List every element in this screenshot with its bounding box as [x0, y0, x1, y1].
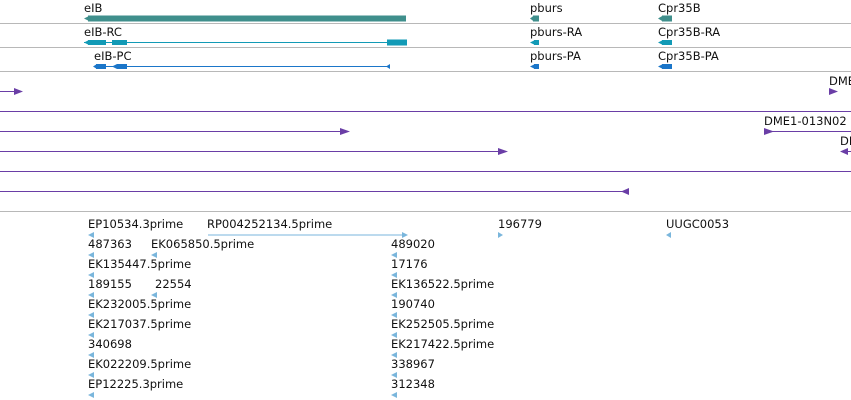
track-separator: [0, 47, 851, 48]
est-label-190740[interactable]: 190740: [391, 297, 435, 311]
aligned-label-dme-right[interactable]: DI: [840, 134, 851, 148]
transcript-cpr35b-pa-glyph[interactable]: [658, 64, 672, 69]
est-label-189155[interactable]: 189155: [88, 277, 132, 291]
est-label-ek217422[interactable]: EK217422.5prime: [391, 337, 495, 351]
est-ek136522-glyph: [391, 292, 397, 298]
aligned-row-6[interactable]: [0, 188, 629, 195]
est-label-489020[interactable]: 489020: [391, 237, 435, 251]
gene-label-pburs[interactable]: pburs: [530, 1, 563, 15]
gene-pburs-glyph[interactable]: [530, 15, 539, 22]
transcript-pburs-ra-glyph[interactable]: [530, 40, 539, 45]
transcript-label-cpr35b-ra[interactable]: Cpr35B-RA: [658, 25, 721, 39]
est-label-22554[interactable]: 22554: [155, 277, 192, 291]
aligned-row-3[interactable]: [0, 128, 350, 135]
est-ek217037-glyph: [88, 332, 94, 338]
est-label-rp004252134[interactable]: RP004252134.5prime: [207, 217, 333, 231]
est-label-ek022209[interactable]: EK022209.5prime: [88, 357, 192, 371]
est-label-uugc0053[interactable]: UUGC0053: [666, 217, 730, 231]
est-ek217422-glyph: [391, 352, 397, 358]
aligned-dme-top-glyph[interactable]: [829, 88, 838, 95]
aligned-label-dme1[interactable]: DME1-013N02: [764, 114, 847, 128]
transcript-label-eib-pc[interactable]: eIB-PC: [94, 49, 132, 63]
aligned-dme1-glyph[interactable]: [764, 128, 851, 135]
gene-eib-glyph[interactable]: [84, 15, 406, 22]
est-label-487363[interactable]: 487363: [88, 237, 132, 251]
track-separator: [0, 71, 851, 72]
est-uugc0053-glyph: [666, 232, 671, 238]
est-label-ek217037[interactable]: EK217037.5prime: [88, 317, 192, 331]
track-separator: [0, 23, 851, 24]
est-196779-glyph: [498, 232, 503, 238]
est-label-ek232005[interactable]: EK232005.5prime: [88, 297, 192, 311]
track-separator: [0, 211, 851, 212]
transcript-pburs-pa-glyph[interactable]: [530, 64, 539, 69]
est-label-338967[interactable]: 338967: [391, 357, 435, 371]
gene-label-cpr35b[interactable]: Cpr35B: [658, 1, 701, 15]
gene-label-eib[interactable]: eIB: [84, 1, 103, 15]
est-340698-glyph: [88, 352, 94, 358]
est-489020-glyph: [391, 252, 397, 258]
est-label-17176[interactable]: 17176: [391, 257, 428, 271]
est-ep12225-glyph: [88, 392, 94, 398]
est-338967-glyph: [391, 372, 397, 378]
transcript-eib-rc-glyph[interactable]: [84, 39, 407, 46]
aligned-row-1[interactable]: [0, 88, 23, 95]
transcript-cpr35b-ra-glyph[interactable]: [658, 40, 672, 45]
transcript-label-pburs-pa[interactable]: pburs-PA: [530, 49, 581, 63]
est-glyphs: [88, 232, 671, 398]
aligned-row-4[interactable]: [0, 148, 508, 155]
est-label-ep10534[interactable]: EP10534.3prime: [88, 217, 184, 231]
est-22554-glyph: [151, 292, 157, 298]
est-rp004252134-glyph: [402, 232, 408, 238]
est-ep10534-glyph: [88, 232, 94, 238]
est-487363-glyph: [88, 252, 94, 258]
est-label-196779[interactable]: 196779: [498, 217, 542, 231]
aligned-dme-right-glyph[interactable]: [840, 148, 851, 155]
est-label-340698[interactable]: 340698: [88, 337, 132, 351]
transcript-label-pburs-ra[interactable]: pburs-RA: [530, 25, 583, 39]
est-label-ek135447[interactable]: EK135447.5prime: [88, 257, 192, 271]
est-189155-glyph: [88, 292, 94, 298]
transcript-label-cpr35b-pa[interactable]: Cpr35B-PA: [658, 49, 719, 63]
est-ek135447-glyph: [88, 272, 94, 278]
transcript-label-eib-rc[interactable]: eIB-RC: [84, 25, 122, 39]
est-label-312348[interactable]: 312348: [391, 377, 435, 391]
est-label-ek252505[interactable]: EK252505.5prime: [391, 317, 495, 331]
est-label-ep12225[interactable]: EP12225.3prime: [88, 377, 184, 391]
est-label-ek136522[interactable]: EK136522.5prime: [391, 277, 495, 291]
transcript-eib-pc-glyph[interactable]: [93, 64, 390, 69]
est-ek232005-glyph: [88, 312, 94, 318]
est-label-ek065850[interactable]: EK065850.5prime: [151, 237, 255, 251]
est-190740-glyph: [391, 312, 397, 318]
est-17176-glyph: [391, 272, 397, 278]
est-ek065850-glyph: [151, 252, 157, 258]
aligned-label-dme-top[interactable]: DME: [829, 74, 851, 88]
est-ek252505-glyph: [391, 332, 397, 338]
est-312348-glyph: [391, 392, 397, 398]
est-ek022209-glyph: [88, 372, 94, 378]
gene-cpr35b-glyph[interactable]: [658, 15, 672, 22]
